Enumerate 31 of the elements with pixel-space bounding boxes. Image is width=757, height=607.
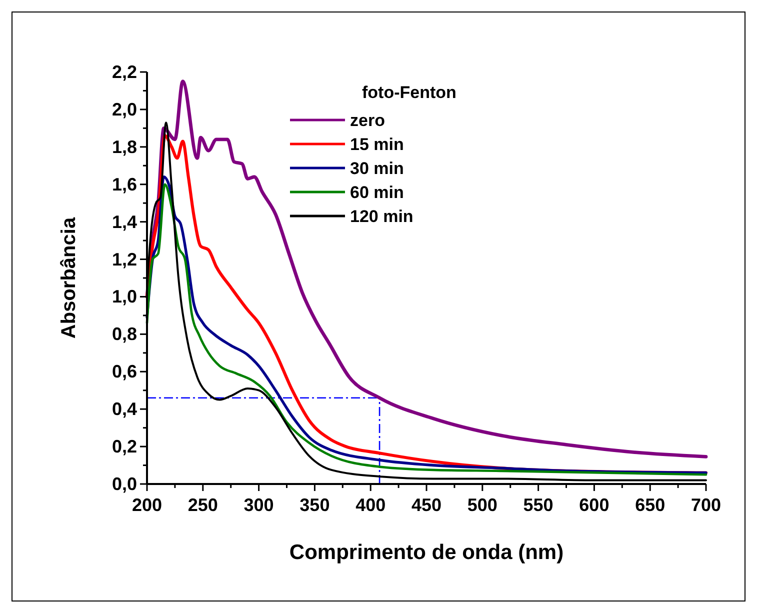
y-tick-label: 1,6 [112, 174, 137, 194]
x-tick-label: 650 [635, 495, 666, 515]
x-axis-title: Comprimento de onda (nm) [289, 541, 564, 564]
x-tick-label: 550 [523, 495, 554, 515]
y-tick-label: 0,4 [112, 399, 137, 420]
x-tick-label: 500 [467, 495, 498, 515]
y-tick-label: 1,8 [112, 136, 137, 157]
x-tick-label: 350 [300, 495, 330, 515]
y-tick-label: 0,2 [112, 436, 137, 457]
x-tick-label: 200 [132, 495, 162, 515]
y-tick-label: 2,0 [112, 99, 137, 120]
legend-label: 120 min [350, 207, 414, 226]
y-axis-title: Absorbância [58, 216, 80, 339]
x-tick-label: 250 [188, 495, 218, 515]
x-tick-label: 450 [411, 495, 442, 515]
x-tick-label: 700 [690, 495, 722, 515]
y-tick-label: 0,8 [112, 324, 137, 344]
y-tick-label: 1,0 [112, 286, 137, 307]
legend-label: 60 min [350, 183, 404, 202]
legend-label: zero [350, 111, 385, 130]
legend-label: 15 min [350, 135, 404, 154]
y-tick-label: 1,2 [112, 249, 137, 270]
legend-title: foto-Fenton [362, 83, 456, 102]
legend-label: 30 min [350, 159, 404, 178]
x-tick-label: 300 [244, 495, 274, 515]
x-tick-label: 600 [579, 495, 610, 515]
y-tick-label: 1,4 [112, 212, 137, 232]
y-tick-label: 0,6 [112, 362, 137, 382]
y-tick-label: 0,0 [112, 474, 137, 494]
y-tick-label: 2,2 [112, 62, 137, 82]
x-tick-label: 400 [356, 495, 386, 515]
